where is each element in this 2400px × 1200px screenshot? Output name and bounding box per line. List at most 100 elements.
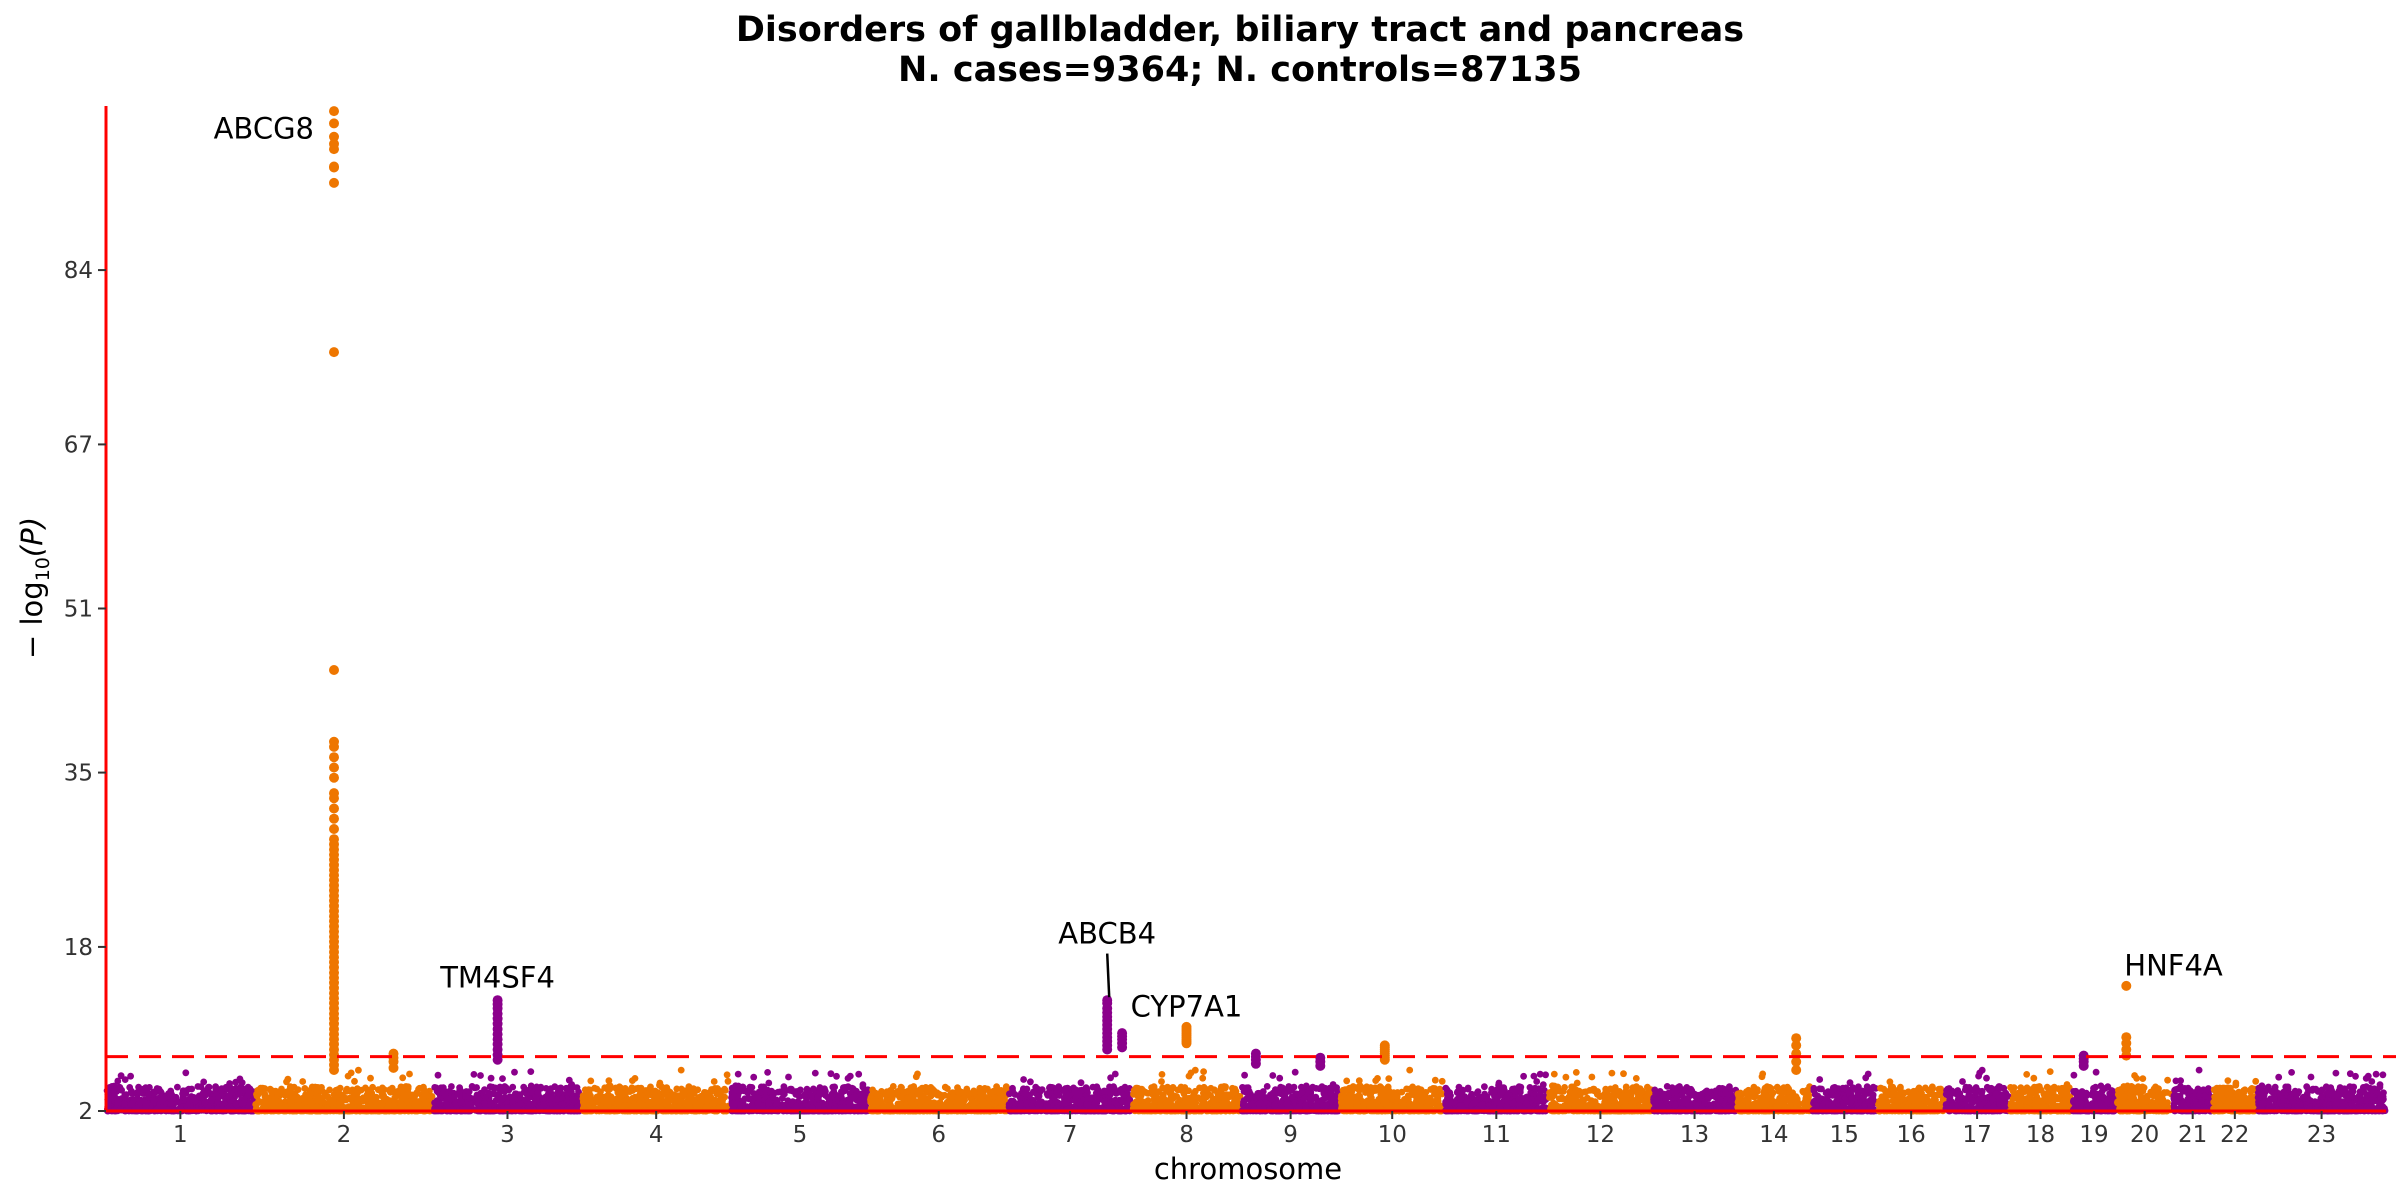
chromosome-2-point (362, 1084, 369, 1092)
chromosome-3-point (439, 1086, 447, 1093)
chromosome-1-point (167, 1099, 175, 1107)
chromosome-6-point (887, 1086, 895, 1094)
chromosome-7-point (1120, 1091, 1127, 1099)
chromosome-2-point (354, 1100, 362, 1108)
chromosome-5-point (831, 1083, 838, 1091)
chromosome-2-point (326, 1086, 333, 1094)
chromosome-8-point (1191, 1066, 1199, 1074)
chromosome-7-point (1053, 1089, 1061, 1097)
chromosome-3-point (549, 1095, 557, 1102)
chromosome-1-point (204, 1088, 212, 1096)
chromosome-1-point (168, 1090, 175, 1098)
chromosome-1-point (137, 1086, 145, 1094)
chromosome-3-point (473, 1084, 480, 1091)
chromosome-1-point (142, 1102, 150, 1110)
chart-title: Disorders of gallbladder, biliary tract … (736, 10, 1744, 50)
chromosome-4-point (723, 1071, 731, 1079)
chromosome-3-point (473, 1091, 481, 1099)
chromosome-7-point (1027, 1078, 1034, 1086)
chromosome-5-point (764, 1069, 771, 1076)
chromosome-2-point (254, 1087, 262, 1094)
chromosome-5-point (754, 1093, 761, 1101)
chromosome-5-point (844, 1075, 852, 1082)
chromosome-2-point (372, 1093, 380, 1101)
chromosome-4-point (672, 1092, 680, 1099)
chromosome-3-point (511, 1068, 518, 1076)
chromosome-7-point (1101, 1098, 1108, 1106)
chromosome-3-point (487, 1074, 495, 1082)
chromosome-3-point (499, 1087, 507, 1095)
chromosome-1-point (201, 1099, 209, 1106)
chromosome-1-point (114, 1077, 122, 1085)
chromosome-6-point (909, 1094, 917, 1102)
chromosome-2-point (269, 1087, 277, 1095)
chromosome-2-point (253, 1101, 260, 1108)
chromosome-2-point (355, 1066, 362, 1074)
chromosome-3-point (448, 1083, 455, 1090)
chromosome-6-point (955, 1096, 963, 1104)
chromosome-3-point (436, 1100, 444, 1108)
chromosome-2-point (386, 1086, 394, 1094)
chromosome-5-point (810, 1085, 817, 1093)
chromosome-1-point (122, 1091, 130, 1098)
chromosome-4-point (706, 1094, 713, 1102)
chromosome-1-point (225, 1092, 233, 1100)
chromosome-3-point (542, 1085, 550, 1092)
chromosome-1-point (121, 1100, 128, 1108)
chromosome-7-point (1093, 1084, 1100, 1092)
chromosome-7-point (1077, 1079, 1085, 1087)
chromosome-4-point (654, 1098, 662, 1105)
chromosome-7-point (1065, 1092, 1073, 1099)
chromosome-4-point (617, 1090, 625, 1098)
chromosome-2-point (268, 1098, 276, 1106)
chromosome-7-point (1009, 1084, 1016, 1092)
chromosome-2-point (275, 1103, 283, 1111)
chromosome-2-point (380, 1092, 387, 1099)
chromosome-7-point (1035, 1098, 1043, 1106)
chromosome-2-point (416, 1084, 423, 1092)
chromosome-1-point (133, 1094, 141, 1102)
chromosome-2-point (310, 1084, 318, 1092)
chromosome-5-point (842, 1087, 849, 1094)
chromosome-3-point (565, 1076, 573, 1084)
chromosome-1-point (121, 1076, 129, 1083)
chromosome-2-point (287, 1089, 295, 1096)
chromosome-1-point (143, 1085, 151, 1093)
chromosome-2-point (408, 1091, 416, 1099)
chromosome-7-point (1052, 1098, 1060, 1106)
chromosome-8-point (1169, 1084, 1177, 1091)
chromosome-2-point (406, 1070, 413, 1078)
chromosome-6-point (868, 1098, 875, 1105)
chromosome-2-point (338, 1096, 346, 1104)
chromosome-1-point (236, 1075, 244, 1083)
chromosome-2-point (324, 1093, 332, 1100)
chromosome-1-point (179, 1087, 187, 1095)
chromosome-1-point (114, 1098, 122, 1106)
chromosome-5-point (849, 1094, 856, 1102)
chromosome-3-point (511, 1092, 518, 1100)
chromosome-5-point (801, 1092, 809, 1099)
chromosome-4-point (597, 1088, 604, 1096)
chromosome-4-point (604, 1086, 612, 1094)
chromosome-6-point (996, 1088, 1004, 1096)
chromosome-4-point (596, 1095, 604, 1103)
chromosome-1-point (220, 1099, 228, 1107)
chromosome-3-point (441, 1092, 449, 1099)
chromosome-4-point (637, 1084, 645, 1092)
chromosome-3-point (462, 1093, 469, 1100)
chromosome-1-point (126, 1084, 134, 1091)
chromosome-1-point (197, 1083, 205, 1091)
chromosome-5-point (773, 1098, 781, 1106)
chromosome-2-point (261, 1090, 268, 1097)
chromosome-5-point (754, 1100, 762, 1107)
chromosome-4-point (685, 1103, 693, 1111)
chromosome-6-point (963, 1085, 971, 1093)
chromosome-5-point (807, 1093, 815, 1101)
chromosome-1-point (175, 1098, 183, 1105)
chromosome-4-point (685, 1083, 693, 1090)
chromosome-4-point (651, 1087, 659, 1095)
chromosome-6-point (954, 1084, 961, 1092)
chromosome-4-point (716, 1088, 724, 1095)
chromosome-1-point (190, 1094, 198, 1101)
chromosome-6-point (876, 1098, 884, 1106)
